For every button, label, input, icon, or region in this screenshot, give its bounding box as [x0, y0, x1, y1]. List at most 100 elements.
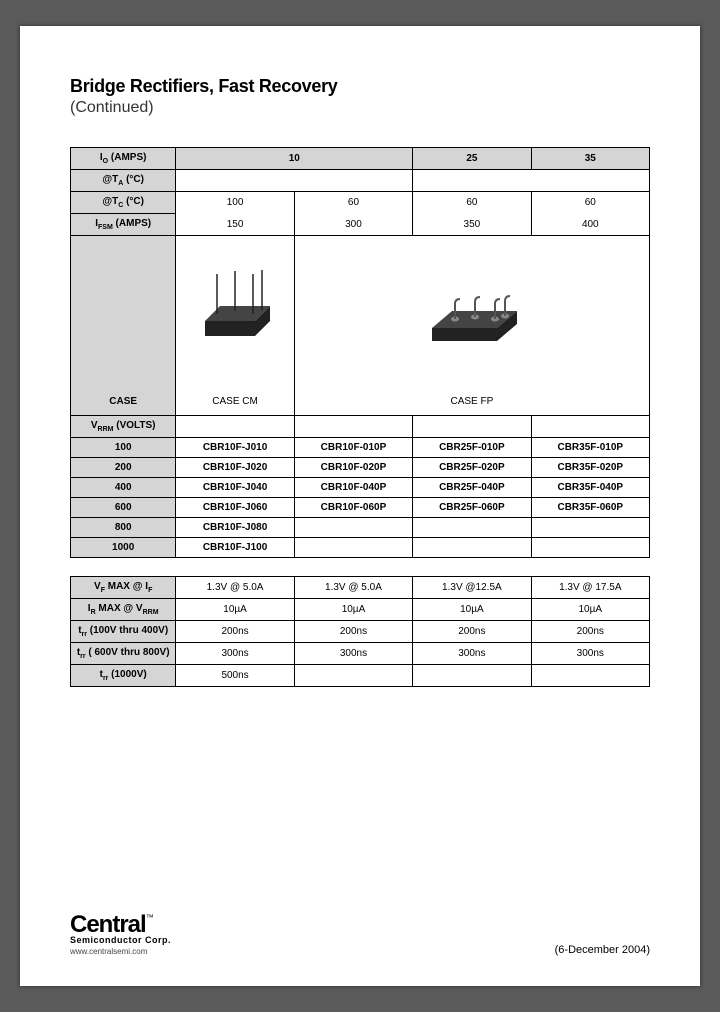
- io-val: 10: [176, 148, 413, 170]
- case-cm-icon: [195, 266, 275, 366]
- page-subtitle: (Continued): [70, 99, 650, 117]
- spec-row: trr (1000V)500ns: [71, 665, 650, 687]
- spec-value: 1.3V @12.5A: [413, 577, 531, 599]
- ta-label: @TA (°C): [71, 170, 176, 192]
- ta-cell: [413, 170, 650, 192]
- part-row: 200CBR10F-J020CBR10F-020PCBR25F-020PCBR3…: [71, 458, 650, 478]
- spec-value: [413, 665, 531, 687]
- io-label: IO (AMPS): [71, 148, 176, 170]
- part-number: [413, 518, 531, 538]
- case-label: CASE: [71, 236, 176, 416]
- case-fp-label: CASE FP: [450, 396, 493, 407]
- spec-row: trr ( 600V thru 800V)300ns300ns300ns300n…: [71, 643, 650, 665]
- spec-value: 10µA: [531, 599, 649, 621]
- part-number: CBR10F-J020: [176, 458, 294, 478]
- case-row: CASE CASE CM: [71, 236, 650, 416]
- part-number: CBR25F-020P: [413, 458, 531, 478]
- tc-label: @TC (°C): [71, 192, 176, 214]
- ifsm-label: IFSM (AMPS): [71, 214, 176, 236]
- spec-label: VF MAX @ IF: [71, 577, 176, 599]
- ifsm-row: IFSM (AMPS) 150 300 350 400: [71, 214, 650, 236]
- part-row: 400CBR10F-J040CBR10F-040PCBR25F-040PCBR3…: [71, 478, 650, 498]
- blank-cell: [531, 416, 649, 438]
- vrrm-value: 100: [71, 438, 176, 458]
- part-number: [294, 518, 412, 538]
- vrrm-value: 800: [71, 518, 176, 538]
- case-fp-icon: [417, 276, 527, 366]
- logo-main: Central™: [70, 911, 171, 939]
- spec-label: trr (1000V): [71, 665, 176, 687]
- spec-label: trr (100V thru 400V): [71, 621, 176, 643]
- spec-value: 200ns: [413, 621, 531, 643]
- spec-value: 300ns: [176, 643, 294, 665]
- vrrm-label: VRRM (VOLTS): [71, 416, 176, 438]
- spec-value: 10µA: [413, 599, 531, 621]
- part-number: CBR25F-010P: [413, 438, 531, 458]
- spec-label: IR MAX @ VRRM: [71, 599, 176, 621]
- spec-value: 1.3V @ 5.0A: [176, 577, 294, 599]
- spec-value: 300ns: [531, 643, 649, 665]
- part-number: CBR10F-J010: [176, 438, 294, 458]
- part-row: 100CBR10F-J010CBR10F-010PCBR25F-010PCBR3…: [71, 438, 650, 458]
- vrrm-value: 1000: [71, 538, 176, 558]
- part-number: CBR35F-020P: [531, 458, 649, 478]
- company-logo: Central™ Semiconductor Corp. www.central…: [70, 911, 171, 956]
- blank-cell: [413, 416, 531, 438]
- case-cm-label: CASE CM: [212, 396, 258, 407]
- part-number: CBR35F-060P: [531, 498, 649, 518]
- spec-value: 1.3V @ 5.0A: [294, 577, 412, 599]
- case-cm-cell: CASE CM: [176, 236, 294, 416]
- spec-value: 200ns: [294, 621, 412, 643]
- tc-val: 60: [531, 192, 649, 214]
- part-number: CBR25F-060P: [413, 498, 531, 518]
- part-number: CBR10F-J060: [176, 498, 294, 518]
- part-number: [294, 538, 412, 558]
- case-fp-cell: CASE FP: [294, 236, 649, 416]
- spec-value: 300ns: [413, 643, 531, 665]
- spec-value: 300ns: [294, 643, 412, 665]
- part-number: CBR25F-040P: [413, 478, 531, 498]
- part-row: 800CBR10F-J080: [71, 518, 650, 538]
- vrrm-header-row: VRRM (VOLTS): [71, 416, 650, 438]
- part-number: CBR10F-040P: [294, 478, 412, 498]
- spec-value: 10µA: [294, 599, 412, 621]
- spec-row: VF MAX @ IF1.3V @ 5.0A1.3V @ 5.0A1.3V @1…: [71, 577, 650, 599]
- spec-value: [531, 665, 649, 687]
- spec-value: [294, 665, 412, 687]
- io-val: 35: [531, 148, 649, 170]
- spec-value: 200ns: [176, 621, 294, 643]
- part-number: [531, 538, 649, 558]
- vrrm-value: 600: [71, 498, 176, 518]
- trademark-icon: ™: [146, 913, 153, 922]
- ifsm-val: 150: [176, 214, 294, 236]
- tc-val: 100: [176, 192, 294, 214]
- part-number: CBR10F-J100: [176, 538, 294, 558]
- spec-table: VF MAX @ IF1.3V @ 5.0A1.3V @ 5.0A1.3V @1…: [70, 576, 650, 687]
- page-title: Bridge Rectifiers, Fast Recovery: [70, 76, 650, 97]
- ifsm-val: 300: [294, 214, 412, 236]
- part-number: CBR10F-J080: [176, 518, 294, 538]
- spec-value: 1.3V @ 17.5A: [531, 577, 649, 599]
- part-number: CBR10F-010P: [294, 438, 412, 458]
- spec-value: 500ns: [176, 665, 294, 687]
- part-number: CBR35F-010P: [531, 438, 649, 458]
- page-footer: Central™ Semiconductor Corp. www.central…: [70, 911, 650, 956]
- part-number: CBR10F-020P: [294, 458, 412, 478]
- part-number: [531, 518, 649, 538]
- spec-row: trr (100V thru 400V)200ns200ns200ns200ns: [71, 621, 650, 643]
- spec-row: IR MAX @ VRRM10µA10µA10µA10µA: [71, 599, 650, 621]
- part-row: 600CBR10F-J060CBR10F-060PCBR25F-060PCBR3…: [71, 498, 650, 518]
- vrrm-value: 400: [71, 478, 176, 498]
- logo-url: www.centralsemi.com: [70, 947, 171, 956]
- tc-row: @TC (°C) 100 60 60 60: [71, 192, 650, 214]
- main-table: IO (AMPS) 10 25 35 @TA (°C) @TC (°C) 100…: [70, 147, 650, 558]
- spec-value: 200ns: [531, 621, 649, 643]
- blank-cell: [176, 416, 294, 438]
- part-number: CBR10F-J040: [176, 478, 294, 498]
- part-number: CBR10F-060P: [294, 498, 412, 518]
- part-number: [413, 538, 531, 558]
- part-row: 1000CBR10F-J100: [71, 538, 650, 558]
- tc-val: 60: [294, 192, 412, 214]
- io-val: 25: [413, 148, 531, 170]
- revision-date: (6-December 2004): [555, 944, 650, 956]
